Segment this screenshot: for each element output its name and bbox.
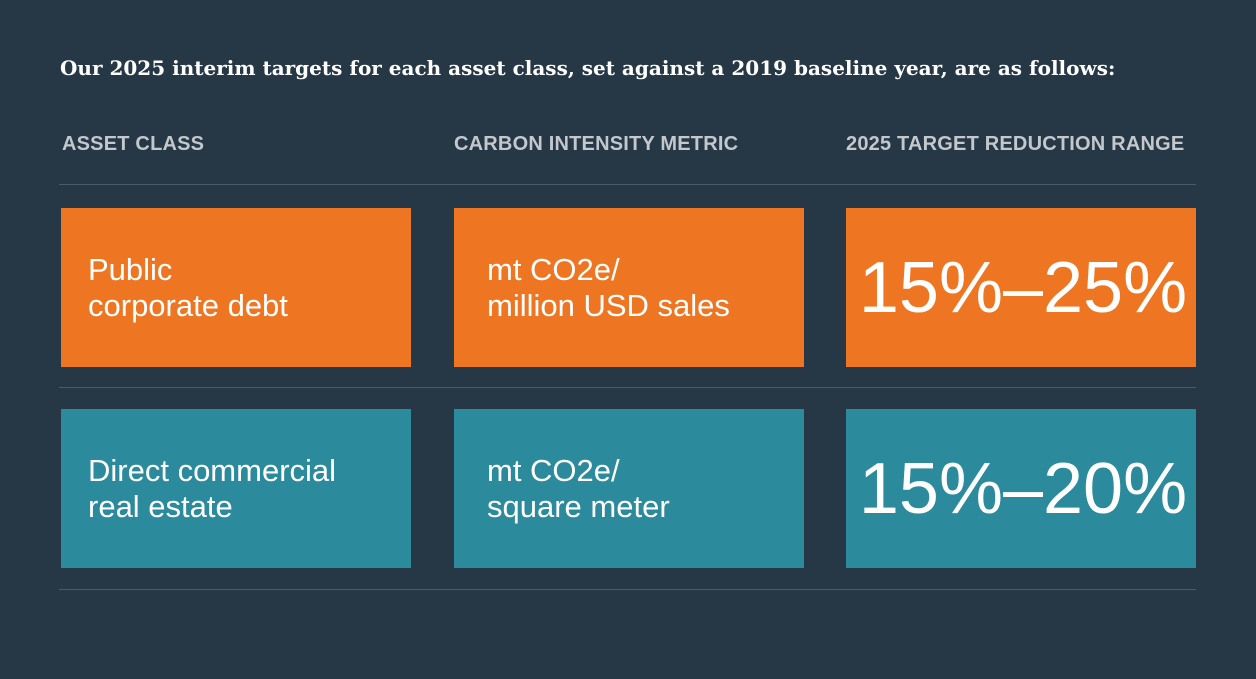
metric-line-1: mt CO2e/ [487,251,620,287]
metric-text: mt CO2e/ square meter [487,453,670,525]
target-range-value: 15%–20% [858,448,1188,529]
metric-cell-real-estate: mt CO2e/ square meter [454,409,804,568]
asset-class-line-1: Direct commercial [88,452,337,488]
asset-class-line-1: Public [88,251,173,287]
divider-middle [59,387,1196,388]
target-range-value: 15%–25% [858,247,1188,328]
asset-class-text: Direct commercial real estate [88,453,336,525]
range-cell-real-estate: 15%–20% [846,409,1196,568]
asset-class-cell-real-estate: Direct commercial real estate [61,409,411,568]
header-carbon-intensity-metric: CARBON INTENSITY METRIC [454,133,739,155]
intro-text: Our 2025 interim targets for each asset … [60,56,1116,80]
divider-top [59,184,1196,185]
metric-cell-public-debt: mt CO2e/ million USD sales [454,208,804,367]
metric-line-2: million USD sales [487,287,730,323]
metric-line-2: square meter [487,488,670,524]
metric-text: mt CO2e/ million USD sales [487,252,730,324]
asset-class-line-2: real estate [88,488,233,524]
header-target-reduction-range: 2025 TARGET REDUCTION RANGE [846,133,1185,155]
asset-class-text: Public corporate debt [88,252,288,324]
range-cell-public-debt: 15%–25% [846,208,1196,367]
divider-bottom [59,589,1196,590]
asset-class-line-2: corporate debt [88,287,288,323]
header-asset-class: ASSET CLASS [62,133,205,155]
asset-class-cell-public-debt: Public corporate debt [61,208,411,367]
metric-line-1: mt CO2e/ [487,452,620,488]
